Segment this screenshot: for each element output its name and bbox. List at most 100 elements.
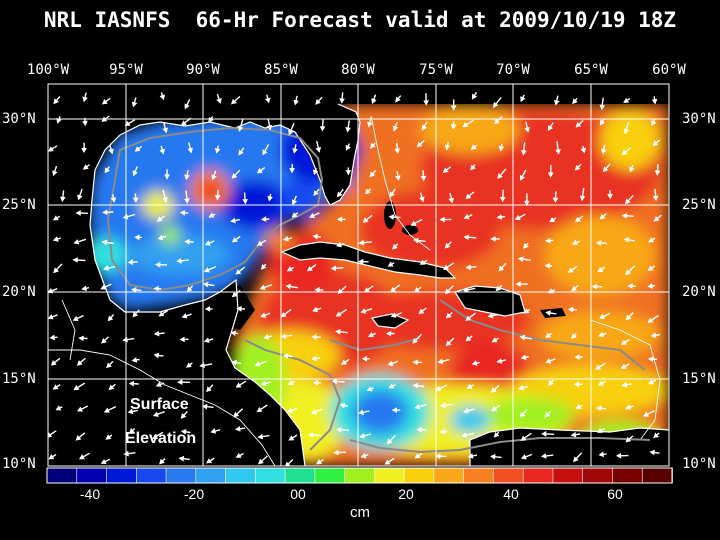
wind-arrow-head xyxy=(107,315,114,322)
wind-arrow-head xyxy=(101,239,108,246)
wind-arrow-head xyxy=(73,239,80,245)
wind-arrow-head xyxy=(654,170,661,176)
wind-arrow-head xyxy=(157,234,164,241)
colorbar-swatch xyxy=(463,467,495,484)
wind-arrow-head xyxy=(337,288,344,295)
wind-arrow-head xyxy=(439,428,445,435)
wind-arrow-head xyxy=(440,402,446,409)
wind-arrow-head xyxy=(493,431,500,438)
wind-arrow-head xyxy=(345,144,351,151)
wind-arrow-head xyxy=(367,121,373,128)
colorbar-swatch xyxy=(374,467,405,484)
wind-arrow-head xyxy=(629,166,635,173)
wind-arrow-head xyxy=(499,196,506,203)
wind-arrow-head xyxy=(574,216,581,223)
wind-arrow-head xyxy=(625,314,632,321)
wind-arrow-head xyxy=(280,311,287,318)
wind-arrow-head xyxy=(465,315,472,321)
wind-arrow-head xyxy=(573,381,579,388)
wind-arrow-head xyxy=(490,453,496,460)
wind-arrow-head xyxy=(423,100,429,106)
wind-arrow-head xyxy=(102,209,108,216)
wind-arrow-head xyxy=(651,98,658,105)
wind-arrow-head xyxy=(206,458,213,464)
wind-arrow-head xyxy=(575,121,582,128)
wind-arrow-head xyxy=(180,120,187,126)
wind-arrow-head xyxy=(416,426,422,433)
wind-arrow-head xyxy=(110,197,117,203)
wind-arrow-head xyxy=(445,312,452,319)
wind-arrow-head xyxy=(128,427,135,434)
wind-arrow-head xyxy=(127,408,134,415)
wind-arrow-head xyxy=(647,265,654,271)
wind-arrow-head xyxy=(53,267,59,274)
wind-arrow-head xyxy=(444,144,451,151)
wind-arrow-head xyxy=(103,265,109,271)
lon-label-100w: 100°W xyxy=(26,62,70,78)
wind-arrow-head xyxy=(77,194,83,201)
wind-arrow-head xyxy=(231,291,238,298)
wind-arrow-head xyxy=(544,263,550,269)
wind-arrow-head xyxy=(56,117,62,124)
wind-arrow-head xyxy=(567,306,574,313)
wind-arrow-head xyxy=(647,356,654,363)
wind-arrow-head xyxy=(410,220,417,226)
wind-arrow-head xyxy=(127,259,134,266)
lon-label-90w: 90°W xyxy=(186,62,220,78)
wind-arrow-head xyxy=(186,286,193,293)
wind-arrow-head xyxy=(235,452,242,458)
wind-arrow-head xyxy=(312,169,319,176)
wind-arrow-head xyxy=(597,380,604,386)
wind-arrow-head xyxy=(607,193,613,200)
wind-arrow-head xyxy=(122,213,129,220)
wind-arrow-head xyxy=(312,379,318,386)
wind-arrow-head xyxy=(598,331,604,338)
wind-arrow-head xyxy=(541,431,547,437)
wind-arrow-head xyxy=(153,352,160,359)
lat-label-right-25n: 25°N xyxy=(682,197,716,213)
wind-arrow-head xyxy=(286,266,293,272)
wind-arrow-head xyxy=(184,238,190,245)
lat-label-left-20n: 20°N xyxy=(2,284,36,300)
wind-arrow-head xyxy=(122,336,128,343)
wind-arrow-head xyxy=(360,452,367,459)
wind-arrow-head xyxy=(237,125,244,132)
wind-arrow-head xyxy=(132,311,139,318)
wind-arrow-head xyxy=(621,381,627,388)
wind-arrow-head xyxy=(595,364,602,370)
wind-arrow-head xyxy=(202,281,209,288)
wind-arrow-head xyxy=(292,148,298,154)
wind-arrow-head xyxy=(395,96,401,103)
colorbar-swatch xyxy=(195,467,227,484)
wind-arrow-head xyxy=(648,237,655,243)
wind-arrow-head xyxy=(162,127,168,134)
wind-arrow-head xyxy=(76,360,83,366)
wind-arrow-head xyxy=(625,436,632,443)
wind-arrow-head xyxy=(230,217,236,224)
wind-arrow-head xyxy=(108,384,115,391)
wind-arrow-head xyxy=(521,150,527,156)
wind-arrow-head xyxy=(260,216,267,223)
colorbar-swatch xyxy=(106,467,138,484)
wind-arrow-head xyxy=(48,288,54,294)
lat-label-left-10n: 10°N xyxy=(2,456,36,472)
wind-arrow-head xyxy=(647,317,654,323)
lon-label-70w: 70°W xyxy=(496,62,530,78)
wind-arrow-head xyxy=(544,411,551,418)
wind-arrow-head xyxy=(75,435,82,441)
elevation-field xyxy=(48,84,669,466)
lat-label-left-15n: 15°N xyxy=(2,371,36,387)
wind-arrow-head xyxy=(443,264,449,271)
wind-arrow-head xyxy=(263,334,270,340)
wind-arrow-head xyxy=(623,237,630,243)
colorbar-swatch xyxy=(135,467,167,484)
colorbar-swatch xyxy=(255,467,286,484)
wind-arrow-head xyxy=(493,118,500,125)
wind-arrow-head xyxy=(288,129,294,136)
wind-arrow-head xyxy=(75,210,81,216)
wind-arrow-head xyxy=(340,359,347,365)
wind-arrow-head xyxy=(462,407,469,414)
wind-arrow-head xyxy=(262,149,268,156)
wind-arrow-head xyxy=(442,167,449,173)
